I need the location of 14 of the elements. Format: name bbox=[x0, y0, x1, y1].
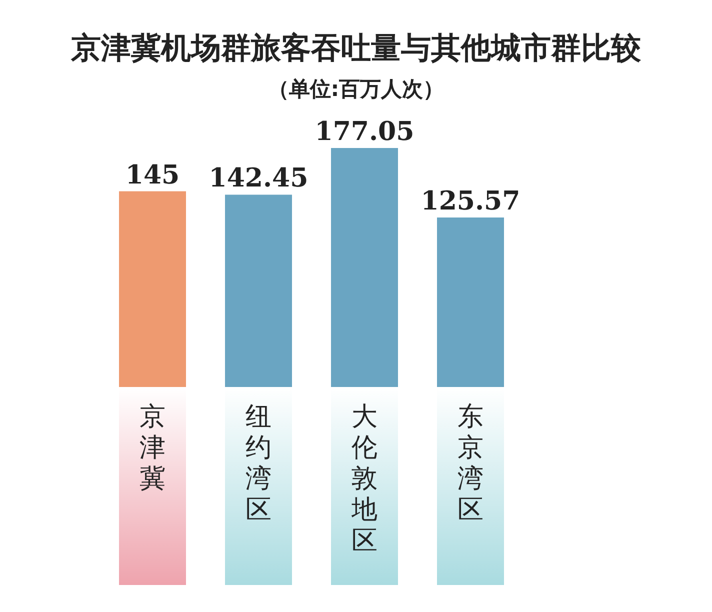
data-label: 145 bbox=[125, 160, 180, 190]
x-tick-label: 京津冀 bbox=[140, 402, 166, 494]
chart-subtitle: （单位:百万人次） bbox=[268, 77, 444, 101]
data-label: 177.05 bbox=[314, 117, 414, 147]
bar bbox=[225, 194, 292, 387]
bar bbox=[331, 148, 398, 387]
x-tick-label: 纽约湾区 bbox=[246, 402, 272, 525]
data-label: 125.57 bbox=[420, 186, 520, 216]
data-label: 142.45 bbox=[208, 164, 308, 194]
chart-title: 京津冀机场群旅客吞吐量与其他城市群比较 bbox=[70, 31, 642, 66]
x-tick-label: 东京湾区 bbox=[458, 402, 484, 525]
bar bbox=[119, 191, 186, 387]
bar bbox=[437, 217, 504, 387]
x-tick-label: 大伦敦地区 bbox=[350, 402, 378, 556]
